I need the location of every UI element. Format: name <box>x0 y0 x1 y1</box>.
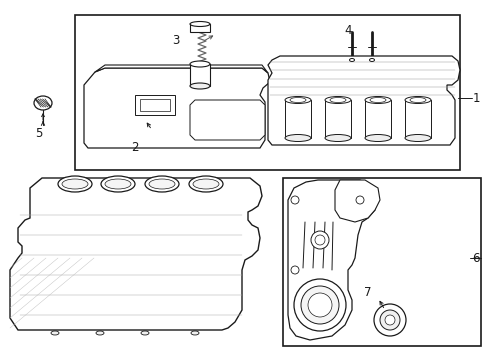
Ellipse shape <box>96 331 104 335</box>
Circle shape <box>384 315 394 325</box>
Text: 2: 2 <box>131 140 139 153</box>
Ellipse shape <box>190 61 209 67</box>
Polygon shape <box>287 180 377 340</box>
Circle shape <box>290 266 298 274</box>
Ellipse shape <box>404 135 430 141</box>
Bar <box>190 64 209 86</box>
Ellipse shape <box>364 96 390 104</box>
Circle shape <box>307 293 331 317</box>
Ellipse shape <box>58 176 92 192</box>
Ellipse shape <box>149 179 175 189</box>
Polygon shape <box>10 178 262 330</box>
Ellipse shape <box>190 83 209 89</box>
Text: 6: 6 <box>471 252 479 265</box>
Bar <box>190 24 209 32</box>
Ellipse shape <box>285 135 310 141</box>
Polygon shape <box>95 65 267 73</box>
Polygon shape <box>135 95 175 115</box>
Circle shape <box>310 231 328 249</box>
Ellipse shape <box>62 179 88 189</box>
Bar <box>364 100 390 138</box>
Ellipse shape <box>409 98 425 103</box>
Polygon shape <box>140 99 170 111</box>
Bar <box>285 100 310 138</box>
Ellipse shape <box>325 96 350 104</box>
Text: 4: 4 <box>343 23 351 36</box>
Ellipse shape <box>404 96 430 104</box>
Bar <box>283 178 480 346</box>
Bar <box>325 100 350 138</box>
Ellipse shape <box>34 96 52 110</box>
Text: 3: 3 <box>172 33 180 46</box>
Ellipse shape <box>145 176 179 192</box>
Bar <box>404 100 430 138</box>
Polygon shape <box>334 180 379 222</box>
Ellipse shape <box>289 98 305 103</box>
Ellipse shape <box>349 59 354 62</box>
Ellipse shape <box>285 96 310 104</box>
Ellipse shape <box>51 331 59 335</box>
Circle shape <box>293 279 346 331</box>
Circle shape <box>373 304 405 336</box>
Polygon shape <box>190 100 264 140</box>
Polygon shape <box>267 56 459 145</box>
Ellipse shape <box>105 179 131 189</box>
Ellipse shape <box>189 176 223 192</box>
Text: 5: 5 <box>35 126 42 140</box>
Ellipse shape <box>190 22 209 27</box>
Text: 7: 7 <box>364 285 371 298</box>
Circle shape <box>379 310 399 330</box>
Ellipse shape <box>369 59 374 62</box>
Circle shape <box>314 235 325 245</box>
Text: 1: 1 <box>472 91 480 104</box>
Ellipse shape <box>329 98 346 103</box>
Ellipse shape <box>101 176 135 192</box>
Circle shape <box>290 196 298 204</box>
Ellipse shape <box>191 331 199 335</box>
Ellipse shape <box>369 98 385 103</box>
Ellipse shape <box>193 179 219 189</box>
Circle shape <box>301 286 338 324</box>
Ellipse shape <box>325 135 350 141</box>
Bar <box>75 15 459 170</box>
Ellipse shape <box>141 331 149 335</box>
Circle shape <box>355 196 363 204</box>
Ellipse shape <box>364 135 390 141</box>
Polygon shape <box>84 68 269 148</box>
